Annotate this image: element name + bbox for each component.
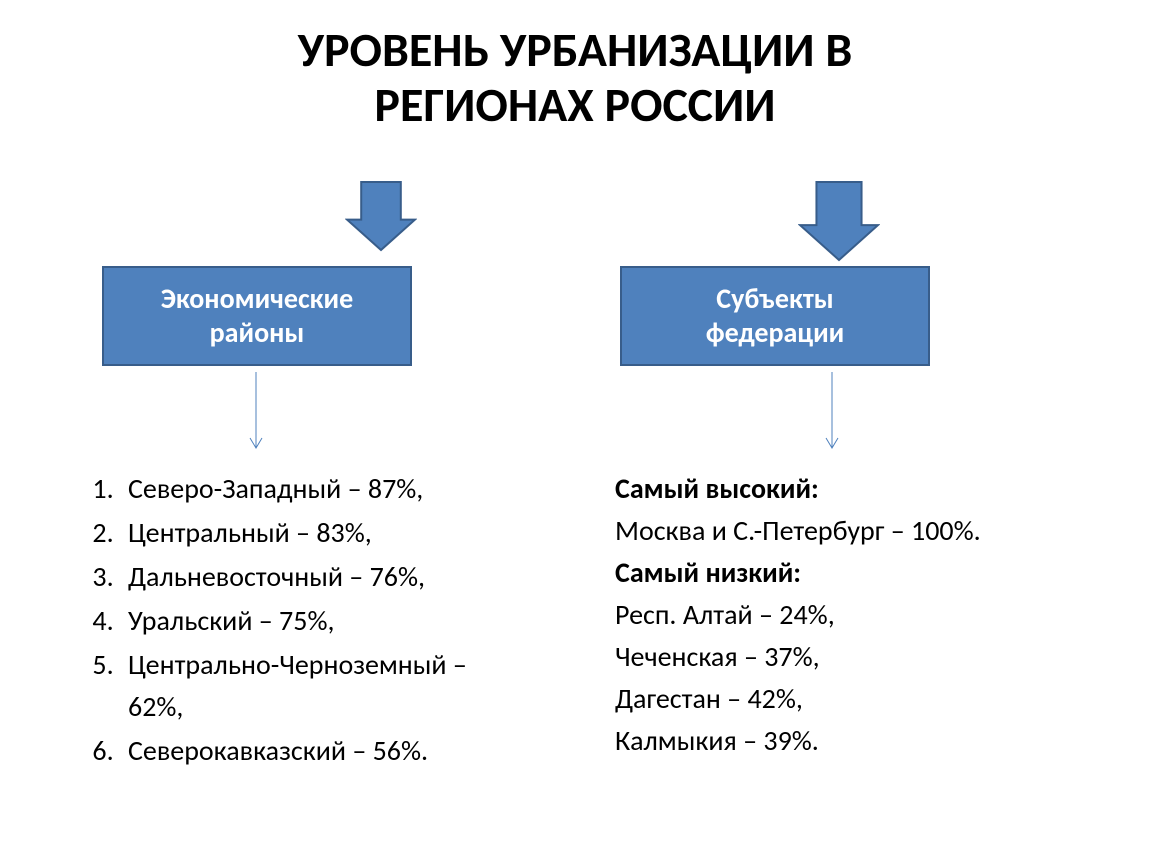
text-line: Калмыкия – 39%. [615, 720, 1075, 762]
economic-regions-list: Северо-Западный – 87%,Центральный – 83%,… [78, 468, 518, 774]
text-line: Респ. Алтай – 24%, [615, 594, 1075, 636]
box-left-line1: Экономические [161, 281, 353, 316]
arrow-down-icon [798, 180, 880, 267]
text-line: Дагестан – 42%, [615, 678, 1075, 720]
thin-arrow-down-icon [824, 372, 840, 455]
arrow-down-icon [345, 180, 417, 257]
list-item: Северокавказский – 56%. [120, 730, 518, 772]
box-left-line2: районы [210, 315, 305, 350]
box-right-line1: Субъекты [716, 281, 833, 316]
federation-subjects-box: Субъекты федерации [620, 266, 930, 366]
list-item: Центральный – 83%, [120, 512, 518, 554]
box-right-line2: федерации [706, 315, 845, 350]
economic-regions-box: Экономические районы [102, 266, 412, 366]
list-item: Центрально-Черноземный – 62%, [120, 644, 518, 728]
title-line-1: УРОВЕНЬ УРБАНИЗАЦИИ В [298, 20, 853, 79]
text-line: Чеченская – 37%, [615, 636, 1075, 678]
text-line: Москва и С.-Петербург – 100%. [615, 510, 1075, 552]
thin-arrow-down-icon [248, 372, 264, 455]
text-line: Самый низкий: [615, 552, 1075, 594]
text-line: Самый высокий: [615, 468, 1075, 510]
list-item: Уральский – 75%, [120, 600, 518, 642]
federation-subjects-text: Самый высокий:Москва и С.-Петербург – 10… [615, 468, 1075, 762]
list-item: Дальневосточный – 76%, [120, 556, 518, 598]
list-item: Северо-Западный – 87%, [120, 468, 518, 510]
title-line-2: РЕГИОНАХ РОССИИ [374, 75, 775, 134]
page-title: УРОВЕНЬ УРБАНИЗАЦИИ В РЕГИОНАХ РОССИИ [0, 22, 1150, 132]
